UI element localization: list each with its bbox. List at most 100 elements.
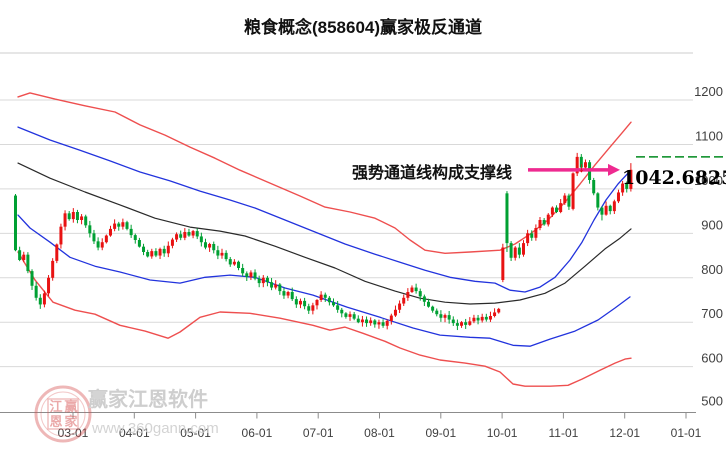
candle-body — [67, 213, 71, 220]
candle-body — [88, 225, 92, 234]
candle-body — [237, 261, 241, 268]
candle-body — [360, 319, 364, 323]
y-axis-label-600: 600 — [701, 351, 723, 366]
candle-body — [71, 211, 75, 220]
candle-body — [616, 192, 620, 202]
x-axis-label-10-01: 10-01 — [487, 426, 518, 440]
candle-body — [274, 284, 278, 288]
candle-body — [59, 226, 63, 245]
seal-char-1: 江 — [49, 399, 62, 414]
candle-body — [63, 213, 67, 227]
candle-body — [290, 291, 294, 300]
candle-body — [369, 320, 373, 324]
candle-body — [228, 259, 232, 265]
candle-body — [501, 247, 505, 280]
candle-body — [286, 291, 290, 296]
candle-body — [150, 251, 154, 257]
gridlines-layer: 1200 1100 1000 900 800 700 600 500 — [0, 52, 723, 409]
x-axis-label-05-01: 05-01 — [180, 426, 211, 440]
y-axis-label-700: 700 — [701, 306, 723, 321]
candle-body — [26, 254, 30, 272]
candle-body — [389, 315, 393, 321]
y-axis-label-800: 800 — [701, 262, 723, 277]
candle-body — [484, 316, 488, 320]
candle-body — [534, 227, 538, 238]
y-axis-label-500: 500 — [701, 394, 723, 409]
seal-char-4: 家 — [64, 414, 78, 429]
candle-body — [629, 169, 633, 189]
candle-body — [604, 205, 608, 215]
x-axis-label-06-01: 06-01 — [242, 426, 273, 440]
candle-body — [323, 294, 327, 298]
candle-body — [191, 231, 195, 236]
candle-body — [596, 193, 600, 208]
candle-body — [418, 291, 422, 297]
candle-body — [265, 277, 269, 283]
candle-body — [332, 302, 336, 306]
candle-body — [282, 291, 286, 296]
candle-body — [179, 234, 183, 238]
candle-body — [146, 251, 150, 257]
candle-body — [249, 272, 253, 277]
candle-body — [117, 223, 121, 227]
candle-body — [34, 285, 38, 298]
x-axis-label-11-01: 11-01 — [548, 426, 578, 440]
candle-body — [216, 250, 220, 256]
candle-body — [212, 243, 216, 251]
candle-body — [414, 287, 418, 292]
candle-body — [121, 222, 125, 227]
candle-body — [38, 297, 42, 305]
candle-body — [113, 223, 117, 229]
pointer-arrow — [528, 163, 620, 176]
candle-body — [232, 261, 236, 265]
candle-body — [137, 239, 141, 247]
candle-body — [505, 193, 509, 244]
candle-body — [385, 320, 389, 326]
candle-body — [410, 287, 414, 292]
candle-body — [315, 299, 319, 306]
x-axis-label-01-01: 01-01 — [671, 426, 702, 440]
candle-body — [608, 205, 612, 212]
candle-body — [75, 211, 79, 220]
channel-line-life_black — [17, 162, 632, 305]
watermark-url-text: www.360gann.com — [91, 420, 219, 437]
chart-title: 粮食概念(858604)赢家极反通道 — [244, 17, 482, 37]
candle-body — [521, 243, 525, 255]
x-axis-label-08-01: 08-01 — [364, 426, 395, 440]
y-axis-label-1100: 1100 — [695, 128, 723, 143]
candle-body — [402, 297, 406, 304]
channel-lines-layer — [17, 92, 632, 387]
candle-body — [261, 277, 265, 284]
candle-body — [162, 248, 166, 254]
candle-body — [571, 173, 575, 209]
candle-body — [327, 297, 331, 303]
candle-body — [513, 247, 517, 258]
channel-line-ground_red — [17, 251, 632, 387]
candle-body — [550, 207, 554, 215]
candle-body — [303, 300, 307, 307]
candle-body — [319, 294, 323, 300]
candle-body — [530, 233, 534, 238]
watermark-seal-logo: 江 赢 恩 家 — [34, 385, 92, 443]
candle-body — [80, 216, 84, 220]
candle-body — [447, 315, 451, 320]
candle-body — [542, 219, 546, 225]
candle-body — [298, 300, 302, 305]
candle-body — [166, 245, 170, 254]
candle-body — [183, 231, 187, 238]
candle-body — [100, 242, 104, 248]
candle-body — [559, 203, 563, 212]
candle-body — [257, 278, 261, 284]
candle-body — [455, 323, 459, 326]
candle-body — [583, 162, 587, 168]
candle-body — [625, 183, 629, 189]
support-price-label: 1042.6825 — [622, 167, 726, 189]
watermark: 江 赢 恩 家 赢家江恩软件 www.360gann.com — [34, 385, 219, 443]
candle-body — [398, 303, 402, 310]
candle-body — [443, 315, 447, 318]
candle-body — [187, 231, 191, 236]
candle-body — [340, 309, 344, 314]
candle-body — [546, 214, 550, 225]
candles-layer — [14, 152, 633, 331]
